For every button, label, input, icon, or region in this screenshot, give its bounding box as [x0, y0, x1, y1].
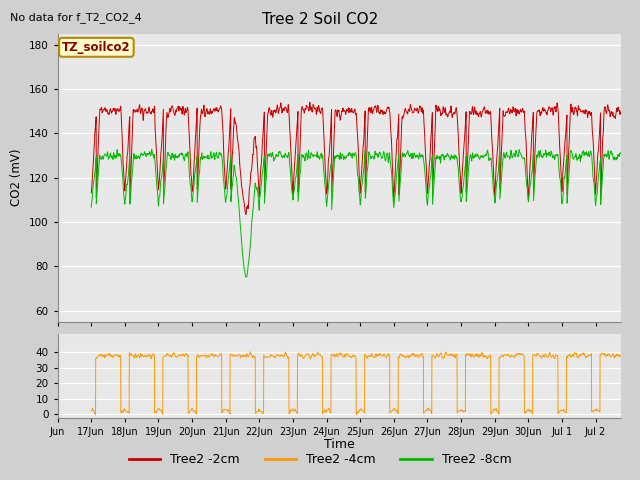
Text: Tree 2 Soil CO2: Tree 2 Soil CO2 [262, 12, 378, 27]
Y-axis label: CO2 (mV): CO2 (mV) [10, 149, 23, 206]
Text: TZ_soilco2: TZ_soilco2 [62, 41, 131, 54]
Text: No data for f_T2_CO2_4: No data for f_T2_CO2_4 [10, 12, 141, 23]
X-axis label: Time: Time [324, 438, 355, 451]
Legend: Tree2 -2cm, Tree2 -4cm, Tree2 -8cm: Tree2 -2cm, Tree2 -4cm, Tree2 -8cm [124, 448, 516, 471]
